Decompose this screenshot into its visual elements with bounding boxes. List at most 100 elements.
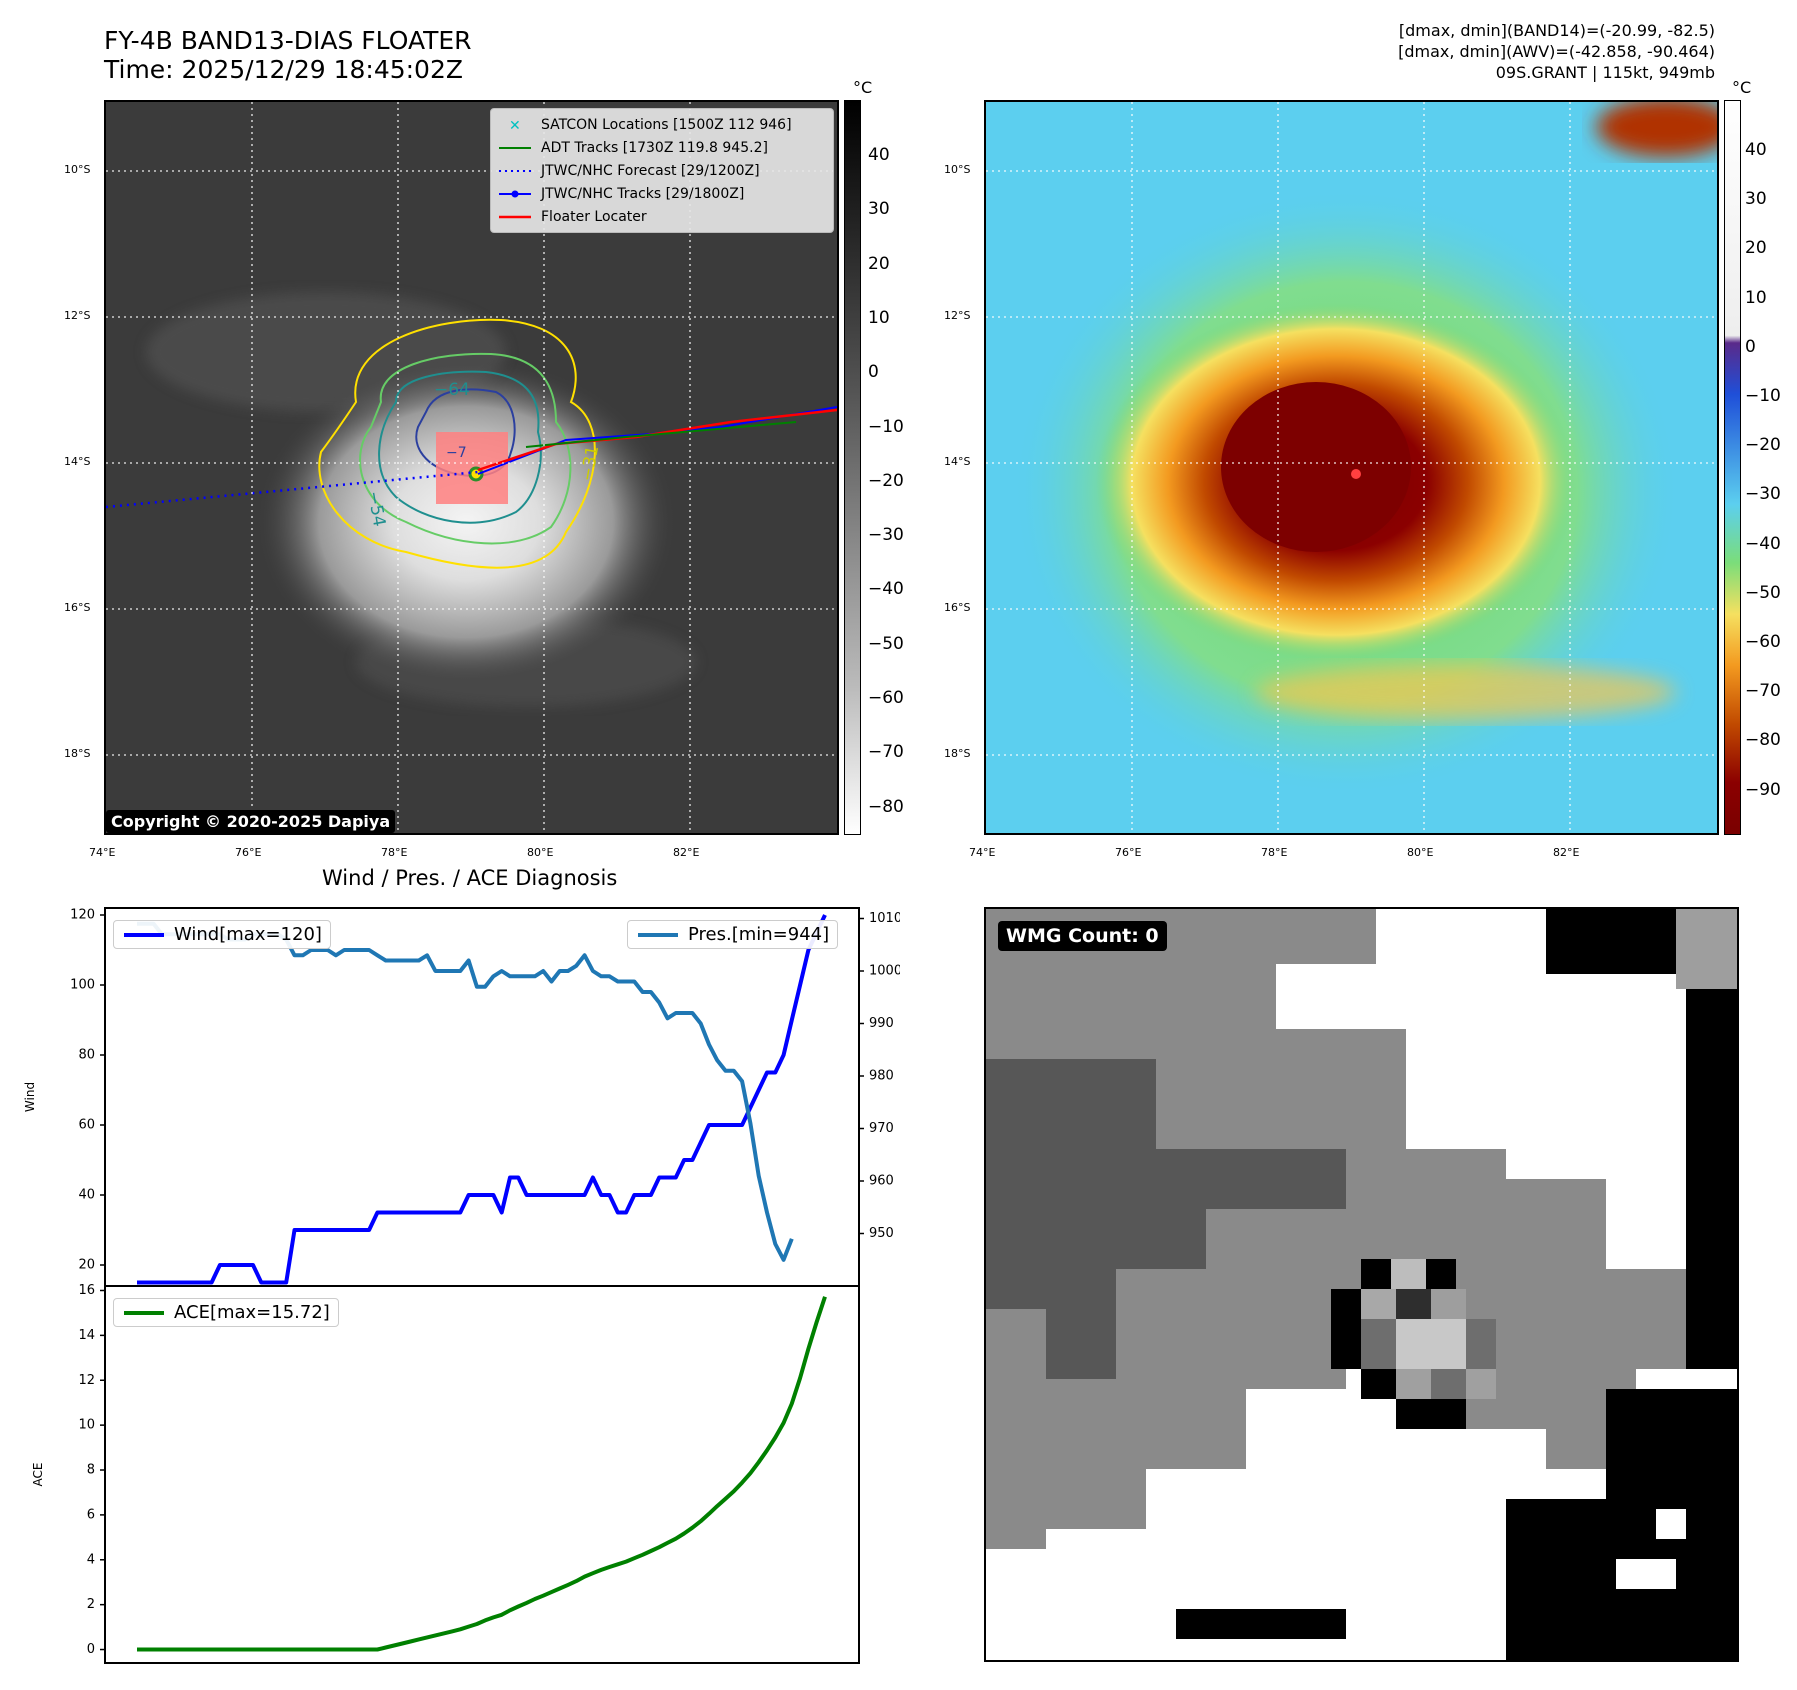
wind-pressure-plot-area <box>104 907 860 1287</box>
lat-label: 16°S <box>64 601 91 614</box>
ir-colorbar-tick: −10 <box>868 416 904 437</box>
ace-series-line <box>137 1296 827 1652</box>
ace-axis-tick: 10 <box>78 1418 95 1433</box>
lon-label: 74°E <box>969 846 996 859</box>
figure-timestamp: Time: 2025/12/29 18:45:02Z <box>104 55 463 84</box>
lat-label: 18°S <box>944 747 971 760</box>
ace-axis-tick: 2 <box>87 1597 95 1612</box>
ir-colorbar-tick: −40 <box>868 579 904 600</box>
pressure-axis-tick: 960 <box>869 1174 894 1189</box>
wind-axis-tick: 100 <box>70 978 95 993</box>
lon-label: 82°E <box>673 846 700 859</box>
lat-label: 18°S <box>64 747 91 760</box>
lon-label: 76°E <box>1115 846 1142 859</box>
lon-label: 82°E <box>1553 846 1580 859</box>
legend-entry-forecast: JTWC/NHC Forecast [29/1200Z] <box>497 159 827 182</box>
legend-entry-tracks: JTWC/NHC Tracks [29/1800Z] <box>497 182 827 205</box>
wv-colorbar-tick: −70 <box>1745 681 1781 702</box>
wv-colorbar-tick: 10 <box>1745 287 1767 308</box>
water-vapor-image <box>986 102 1717 833</box>
wmg-count-badge: WMG Count: 0 <box>998 921 1167 951</box>
contour-label: −7 <box>446 445 467 461</box>
pressure-legend: Pres.[min=944] <box>627 920 839 949</box>
ace-axis-tick: 8 <box>87 1463 95 1478</box>
ir-colorbar-tick: 40 <box>868 145 890 165</box>
wv-colorbar-tick: −80 <box>1745 730 1781 751</box>
ir-colorbar-tick: −80 <box>868 796 904 817</box>
lat-label: 10°S <box>944 163 971 176</box>
wv-colorbar-tick: −10 <box>1745 386 1781 406</box>
ace-axis-tick: 14 <box>78 1328 95 1343</box>
legend-label: Floater Locater <box>541 208 647 225</box>
pressure-legend-label: Pres.[min=944] <box>688 924 830 945</box>
legend-entry-floater: Floater Locater <box>497 205 827 228</box>
wv-colorbar-tick: −90 <box>1745 779 1781 800</box>
ace-axis-tick: 16 <box>78 1283 95 1298</box>
legend-label: SATCON Locations [1500Z 112 946] <box>541 116 792 133</box>
pressure-axis-tick: 970 <box>869 1121 894 1136</box>
ir-colorbar-tick: −50 <box>868 633 904 654</box>
ir-colorbar-tick: −30 <box>868 525 904 546</box>
lon-label: 74°E <box>89 846 116 859</box>
wv-colorbar-tick: −60 <box>1745 632 1781 652</box>
ace-plot-area <box>104 1285 860 1664</box>
wind-axis-tick: 120 <box>70 908 95 923</box>
wv-colorbar-tick: −30 <box>1745 484 1781 505</box>
wv-colorbar-tick: 30 <box>1745 189 1767 210</box>
legend-label: JTWC/NHC Forecast [29/1200Z] <box>541 162 760 179</box>
wv-colorbar-tick: −20 <box>1745 435 1781 456</box>
lat-label: 16°S <box>944 601 971 614</box>
wind-axis-tick: 80 <box>78 1048 95 1063</box>
figure-title: FY-4B BAND13-DIAS FLOATER <box>104 26 472 55</box>
lat-label: 14°S <box>944 455 971 468</box>
storm-info-text: 09S.GRANT | 115kt, 949mb <box>1495 63 1715 82</box>
wv-colorbar-tick: 20 <box>1745 238 1767 259</box>
wmg-image <box>986 909 1737 1660</box>
ir-colorbar-tick: −20 <box>868 470 904 491</box>
wv-colorbar-tick: 40 <box>1745 140 1767 160</box>
lon-label: 80°E <box>1407 846 1434 859</box>
wv-colorbar <box>1724 100 1741 835</box>
wind-legend-label: Wind[max=120] <box>174 924 322 945</box>
wmg-panel: WMG Count: 0 <box>984 907 1739 1662</box>
legend-entry-satcon: ✕ SATCON Locations [1500Z 112 946] <box>497 113 827 136</box>
ir-colorbar-tick: 30 <box>868 199 890 220</box>
copyright-label: Copyright © 2020-2025 Dapiya <box>106 810 396 833</box>
pressure-axis-tick: 980 <box>869 1069 894 1084</box>
awv-range-text: [dmax, dmin](AWV)=(-42.858, -90.464) <box>1398 42 1715 61</box>
ir-colorbar-tick: −60 <box>868 688 904 708</box>
wind-series-line <box>137 914 827 1285</box>
diagnosis-chart: 1201008060402010101000990980970960950161… <box>23 907 900 1664</box>
pressure-axis-tick: 990 <box>869 1016 894 1031</box>
legend-label: JTWC/NHC Tracks [29/1800Z] <box>541 185 745 202</box>
wv-colorbar-tick: −50 <box>1745 582 1781 603</box>
ace-legend-label: ACE[max=15.72] <box>174 1302 330 1323</box>
track-legend: ✕ SATCON Locations [1500Z 112 946] ADT T… <box>490 108 834 233</box>
ace-axis-tick: 12 <box>78 1373 95 1388</box>
ir-colorbar-tick: −70 <box>868 742 904 763</box>
wv-colorbar-tick: 0 <box>1745 336 1756 357</box>
wv-colorbar-tick: −40 <box>1745 533 1781 554</box>
ace-axis-tick: 4 <box>87 1552 95 1567</box>
lon-label: 80°E <box>527 846 554 859</box>
band14-range-text: [dmax, dmin](BAND14)=(-20.99, -82.5) <box>1398 21 1715 40</box>
ir-colorbar-unit: °C <box>853 78 873 97</box>
lat-label: 14°S <box>64 455 91 468</box>
ace-axis-tick: 6 <box>87 1507 95 1522</box>
legend-entry-adt: ADT Tracks [1730Z 119.8 945.2] <box>497 136 827 159</box>
svg-text:✕: ✕ <box>509 118 521 132</box>
wind-axis-tick: 20 <box>78 1258 95 1273</box>
lat-label: 12°S <box>944 309 971 322</box>
water-vapor-panel <box>984 100 1719 835</box>
ace-axis-tick: 0 <box>87 1642 95 1657</box>
wind-axis-tick: 60 <box>78 1118 95 1133</box>
ace-legend: ACE[max=15.72] <box>113 1298 339 1327</box>
lon-label: 76°E <box>235 846 262 859</box>
wv-colorbar-unit: °C <box>1732 78 1752 97</box>
pressure-axis-tick: 1010 <box>869 911 900 926</box>
ir-colorbar <box>844 100 861 835</box>
ir-colorbar-tick: 20 <box>868 253 890 274</box>
wind-axis-label: Wind <box>23 1082 37 1112</box>
diagnosis-title: Wind / Pres. / ACE Diagnosis <box>322 866 618 890</box>
contour-label: −64 <box>434 380 470 400</box>
